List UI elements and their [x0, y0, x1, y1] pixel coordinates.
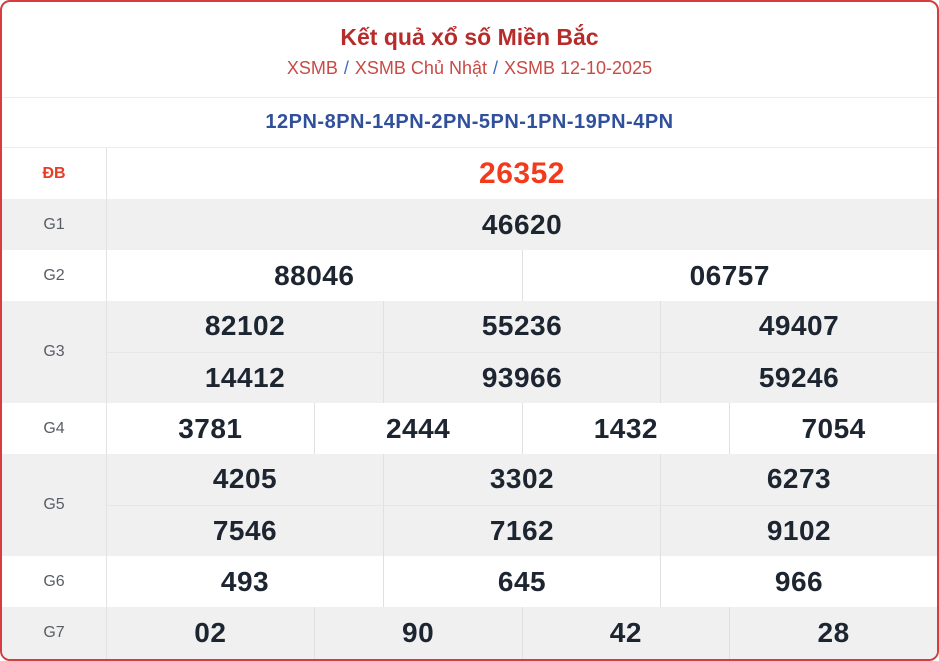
prize-value-line: 82102 55236 49407	[107, 301, 937, 352]
prize-number: 06757	[521, 250, 938, 301]
prize-values: 4205 3302 6273 7546 7162 9102	[107, 454, 937, 556]
results-header: Kết quả xổ số Miền Bắc XSMB / XSMB Chủ Nhậ…	[2, 2, 937, 98]
prize-number: 82102	[204, 310, 286, 342]
prize-number: 55236	[383, 301, 660, 352]
prize-value-line: 88046 06757	[107, 250, 937, 301]
prize-row-g6: G6 493 645 966	[2, 556, 937, 607]
prize-number: 493	[220, 565, 270, 597]
prize-number: 14412	[204, 361, 286, 393]
prize-value-line: 46620	[107, 199, 937, 250]
prize-row-g7: G7 02 90 42 28	[2, 607, 937, 659]
prize-values: 3781 2444 1432 7054	[107, 403, 937, 454]
prize-number: 4205	[212, 463, 278, 495]
breadcrumb-item[interactable]: XSMB 12-10-2025	[504, 58, 653, 78]
prize-label: G6	[2, 556, 107, 607]
prize-number: 966	[660, 556, 937, 607]
prize-row-g5: G5 4205 3302 6273 7546 7162 9102	[2, 454, 937, 556]
prize-value-line: 14412 93966 59246	[107, 351, 937, 403]
breadcrumb-item[interactable]: XSMB	[286, 58, 338, 78]
prize-values: 46620	[107, 199, 937, 250]
prize-row-g4: G4 3781 2444 1432 7054	[2, 403, 937, 454]
prize-value-line: 4205 3302 6273	[107, 454, 937, 505]
prize-label: G1	[2, 199, 107, 250]
breadcrumb-separator: /	[343, 58, 349, 78]
prize-number: 59246	[660, 352, 937, 403]
prize-number: 3781	[178, 412, 243, 444]
prize-number: 645	[383, 556, 660, 607]
breadcrumb: XSMB / XSMB Chủ Nhật / XSMB 12-10-2025	[287, 58, 652, 79]
prize-number: 46620	[481, 208, 563, 240]
prize-row-g1: G1 46620	[2, 199, 937, 250]
prize-values: 493 645 966	[107, 556, 937, 607]
prize-label: G4	[2, 403, 107, 454]
page-title: Kết quả xổ số Miền Bắc	[340, 24, 599, 50]
prize-number: 7054	[729, 403, 937, 454]
prize-value-line: 7546 7162 9102	[107, 504, 937, 556]
prize-label: G3	[2, 301, 107, 403]
prize-values: 88046 06757	[107, 250, 937, 301]
prize-number: 2444	[313, 403, 522, 454]
prize-label: G7	[2, 607, 107, 659]
prize-number: 1432	[521, 403, 730, 454]
prize-label: G5	[2, 454, 107, 556]
prize-number: 90	[313, 607, 522, 659]
prize-number: 28	[729, 607, 937, 659]
draw-stats-line: 12PN-8PN-14PN-2PN-5PN-1PN-19PN-4PN	[2, 98, 937, 148]
prize-number: 02	[194, 617, 227, 648]
breadcrumb-separator: /	[492, 58, 498, 78]
prize-number: 3302	[383, 454, 660, 505]
prize-number: 88046	[274, 259, 355, 291]
prize-values: 02 90 42 28	[107, 607, 937, 659]
breadcrumb-item[interactable]: XSMB Chủ Nhật	[354, 58, 487, 78]
prize-label: G2	[2, 250, 107, 301]
prize-row-dbb: ĐB 26352	[2, 148, 937, 199]
prize-number: 93966	[383, 352, 660, 403]
prize-number: 7162	[383, 505, 660, 556]
prize-value-line: 493 645 966	[107, 556, 937, 607]
prize-row-g2: G2 88046 06757	[2, 250, 937, 301]
prize-value-line: 3781 2444 1432 7054	[107, 403, 937, 454]
prize-number: 49407	[660, 301, 937, 352]
prize-value-line: 26352	[107, 148, 937, 199]
prize-row-g3: G3 82102 55236 49407 14412 93966 59246	[2, 301, 937, 403]
prize-number: 6273	[660, 454, 937, 505]
prize-label: ĐB	[2, 148, 107, 199]
prize-number: 7546	[212, 514, 278, 546]
prize-number: 42	[521, 607, 730, 659]
prize-number: 9102	[660, 505, 937, 556]
prize-table: ĐB 26352 G1 46620 G2 88046 06757 G3 82102 55236 49…	[2, 148, 937, 659]
prize-values: 26352	[107, 148, 937, 199]
prize-values: 82102 55236 49407 14412 93966 59246	[107, 301, 937, 403]
prize-value-line: 02 90 42 28	[107, 607, 937, 659]
prize-number: 26352	[479, 156, 565, 190]
